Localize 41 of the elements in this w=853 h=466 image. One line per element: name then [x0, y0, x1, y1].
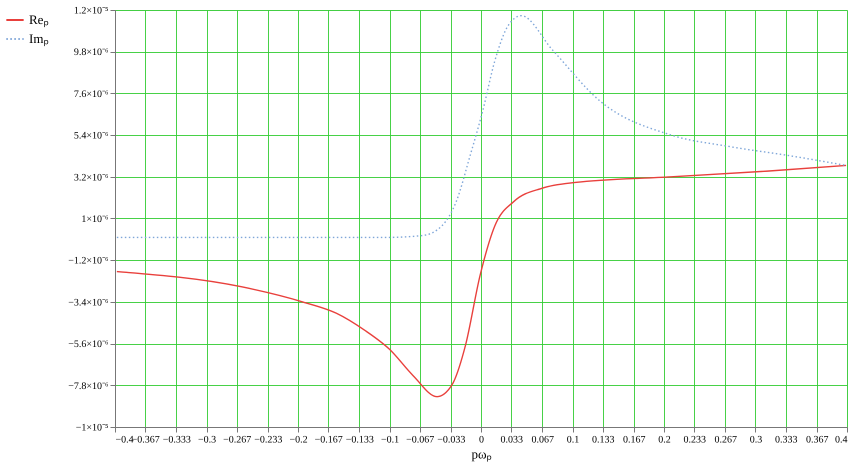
x-tick-label: 0.133	[592, 434, 614, 446]
legend-label: Reₚ	[29, 12, 48, 28]
y-tick-label: 1.2×10⁻⁵	[74, 6, 108, 16]
x-tick-label: 0.3	[750, 434, 762, 446]
y-tick-label: 3.2×10⁻⁶	[74, 172, 109, 184]
x-tick-label: 0.4	[835, 434, 848, 446]
y-tick-label: −3.4×10⁻⁶	[68, 297, 110, 308]
x-tick-label: −0.367	[132, 434, 160, 446]
x-tick-label: 0.333	[774, 434, 798, 446]
x-tick-label: −0.267	[223, 434, 252, 446]
line-series	[116, 14, 847, 238]
x-tick-label: −0.167	[314, 434, 343, 446]
x-tick-label: 0.033	[500, 434, 523, 446]
legend-label: Imₚ	[29, 31, 48, 47]
x-tick-label: 0.067	[532, 434, 554, 446]
y-tick-label: 7.6×10⁻⁶	[74, 88, 109, 100]
y-tick-label: 5.4×10⁻⁶	[74, 130, 109, 142]
x-tick-label: −0.133	[346, 434, 374, 446]
y-tick-label: 9.8×10⁻⁶	[74, 47, 109, 58]
line-series	[116, 164, 847, 398]
x-axis-title: pωₚ	[471, 446, 492, 462]
y-tick-label: −7.8×10⁻⁶	[68, 380, 110, 392]
x-tick-label: 0.367	[806, 434, 829, 446]
y-tick-label: −1.2×10⁻⁶	[68, 256, 110, 267]
x-tick-label: −0.1	[380, 434, 400, 446]
x-tick-label: −0.3	[198, 434, 216, 446]
x-tick-label: −0.067	[406, 434, 434, 446]
y-tick-label: −5.6×10⁻⁶	[68, 339, 110, 350]
y-tick-label: −1×10⁻⁵	[76, 422, 108, 434]
y-tick-label: 1×10⁻⁶	[81, 214, 109, 225]
x-tick-label: 0	[479, 434, 484, 446]
x-tick-label: 0.2	[658, 434, 671, 446]
x-tick-label: −0.333	[162, 434, 191, 446]
x-tick-label: −0.033	[437, 434, 466, 446]
x-tick-label: 0.1	[566, 434, 580, 446]
x-tick-label: 0.233	[683, 434, 706, 446]
x-tick-label: −0.4	[116, 434, 134, 446]
x-tick-label: 0.167	[623, 434, 646, 446]
x-tick-label: −0.2	[289, 434, 308, 446]
x-tick-label: 0.267	[714, 434, 738, 446]
x-tick-label: −0.233	[254, 434, 282, 446]
